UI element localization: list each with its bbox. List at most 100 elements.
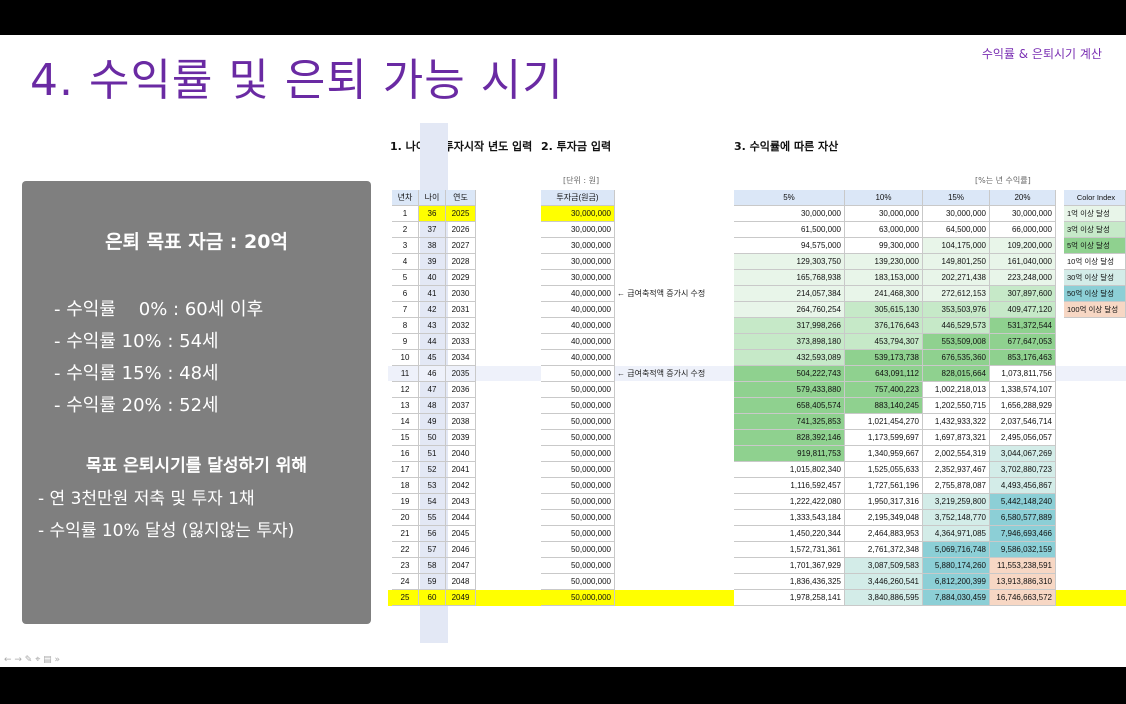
table-cell[interactable]: 139,230,000 [845,254,923,270]
table-cell[interactable]: 853,176,463 [990,350,1056,366]
table-cell[interactable]: 1,950,317,316 [845,494,923,510]
table-cell[interactable]: 1,701,367,929 [734,558,845,574]
table-cell[interactable]: 9,586,032,159 [990,542,1056,558]
table-cell[interactable]: 40 [419,270,446,286]
table-cell[interactable]: 40,000,000 [541,318,615,334]
table-cell[interactable]: 66,000,000 [990,222,1056,238]
table-cell[interactable]: 2,464,883,953 [845,526,923,542]
table-cell[interactable]: 50 [419,430,446,446]
table-cell[interactable]: 11 [392,366,419,382]
table-cell[interactable]: 3,044,067,269 [990,446,1056,462]
table-cell[interactable]: 6 [392,286,419,302]
table-cell[interactable]: 7 [392,302,419,318]
table-cell[interactable]: 2029 [446,270,476,286]
table-cell[interactable]: 1,073,811,756 [990,366,1056,382]
table-cell[interactable]: 305,615,130 [845,302,923,318]
table-cell[interactable]: 202,271,438 [923,270,990,286]
table-cell[interactable]: 7,884,030,459 [923,590,990,606]
table-cell[interactable]: 2042 [446,478,476,494]
table-cell[interactable]: 353,503,976 [923,302,990,318]
table-cell[interactable]: 99,300,000 [845,238,923,254]
table-cell[interactable]: 2049 [446,590,476,606]
table-cell[interactable]: 30,000,000 [845,206,923,222]
table-cell[interactable]: 2036 [446,382,476,398]
table-cell[interactable]: 22 [392,542,419,558]
table-cell[interactable]: 1,836,436,325 [734,574,845,590]
table-cell[interactable]: 50,000,000 [541,526,615,542]
table-cell[interactable]: 3,446,260,541 [845,574,923,590]
table-cell[interactable]: 373,898,180 [734,334,845,350]
table-cell[interactable]: 1,525,055,633 [845,462,923,478]
table-cell[interactable]: 16,746,663,572 [990,590,1056,606]
table-cell[interactable]: 39 [419,254,446,270]
table-cell[interactable]: 6,812,200,399 [923,574,990,590]
table-cell[interactable]: 2027 [446,238,476,254]
table-cell[interactable]: 53 [419,478,446,494]
table-cell[interactable]: 453,794,307 [845,334,923,350]
table-cell[interactable]: 25 [392,590,419,606]
table-cell[interactable]: 1,697,873,321 [923,430,990,446]
table-cell[interactable]: 1,727,561,196 [845,478,923,494]
table-cell[interactable]: 50,000,000 [541,558,615,574]
table-cell[interactable]: 50,000,000 [541,510,615,526]
table-cell[interactable]: 1,656,288,929 [990,398,1056,414]
table-cell[interactable]: 2040 [446,446,476,462]
table-cell[interactable]: 30,000,000 [541,238,615,254]
table-cell[interactable]: 14 [392,414,419,430]
table-cell[interactable]: 63,000,000 [845,222,923,238]
table-cell[interactable]: 5,442,148,240 [990,494,1056,510]
table-cell[interactable]: 20 [392,510,419,526]
table-cell[interactable]: 61,500,000 [734,222,845,238]
table-cell[interactable]: 1,450,220,344 [734,526,845,542]
table-cell[interactable]: 1,338,574,107 [990,382,1056,398]
table-cell[interactable]: 2031 [446,302,476,318]
table-cell[interactable]: 1,015,802,340 [734,462,845,478]
table-cell[interactable]: 46 [419,366,446,382]
table-cell[interactable]: 30,000,000 [734,206,845,222]
table-cell[interactable]: 2,495,056,057 [990,430,1056,446]
table-cell[interactable]: 37 [419,222,446,238]
table-cell[interactable]: 2,002,554,319 [923,446,990,462]
table-cell[interactable]: 2030 [446,286,476,302]
table-cell[interactable]: 2,352,937,467 [923,462,990,478]
table-cell[interactable]: 1,432,933,322 [923,414,990,430]
table-cell[interactable]: 2035 [446,366,476,382]
table-cell[interactable]: 531,372,544 [990,318,1056,334]
table-cell[interactable]: 2037 [446,398,476,414]
table-cell[interactable]: 3,219,259,800 [923,494,990,510]
table-cell[interactable]: 40,000,000 [541,302,615,318]
table-cell[interactable]: 43 [419,318,446,334]
table-cell[interactable]: 44 [419,334,446,350]
table-cell[interactable]: 741,325,853 [734,414,845,430]
table-cell[interactable]: 50,000,000 [541,414,615,430]
table-cell[interactable]: 16 [392,446,419,462]
table-cell[interactable]: 317,998,266 [734,318,845,334]
table-cell[interactable]: 828,015,664 [923,366,990,382]
table-cell[interactable]: 2,037,546,714 [990,414,1056,430]
table-cell[interactable]: 19 [392,494,419,510]
table-cell[interactable]: 50,000,000 [541,542,615,558]
table-cell[interactable]: 50,000,000 [541,590,615,606]
table-cell[interactable]: 165,768,938 [734,270,845,286]
table-cell[interactable]: 1,340,959,667 [845,446,923,462]
table-cell[interactable]: 47 [419,382,446,398]
table-cell[interactable]: 2,761,372,348 [845,542,923,558]
table-cell[interactable]: 409,477,120 [990,302,1056,318]
table-cell[interactable]: 2046 [446,542,476,558]
table-cell[interactable]: 504,222,743 [734,366,845,382]
table-cell[interactable]: 2047 [446,558,476,574]
table-cell[interactable]: 50,000,000 [541,446,615,462]
table-cell[interactable]: 1 [392,206,419,222]
table-cell[interactable]: 15 [392,430,419,446]
table-cell[interactable]: 2045 [446,526,476,542]
table-cell[interactable]: 161,040,000 [990,254,1056,270]
table-cell[interactable]: 30,000,000 [923,206,990,222]
table-cell[interactable]: 30,000,000 [541,270,615,286]
table-cell[interactable]: 10 [392,350,419,366]
table-cell[interactable]: 2039 [446,430,476,446]
table-cell[interactable]: 7,946,693,466 [990,526,1056,542]
table-cell[interactable]: 1,572,731,361 [734,542,845,558]
table-cell[interactable]: 658,405,574 [734,398,845,414]
table-cell[interactable]: 2032 [446,318,476,334]
table-cell[interactable]: 3,087,509,583 [845,558,923,574]
